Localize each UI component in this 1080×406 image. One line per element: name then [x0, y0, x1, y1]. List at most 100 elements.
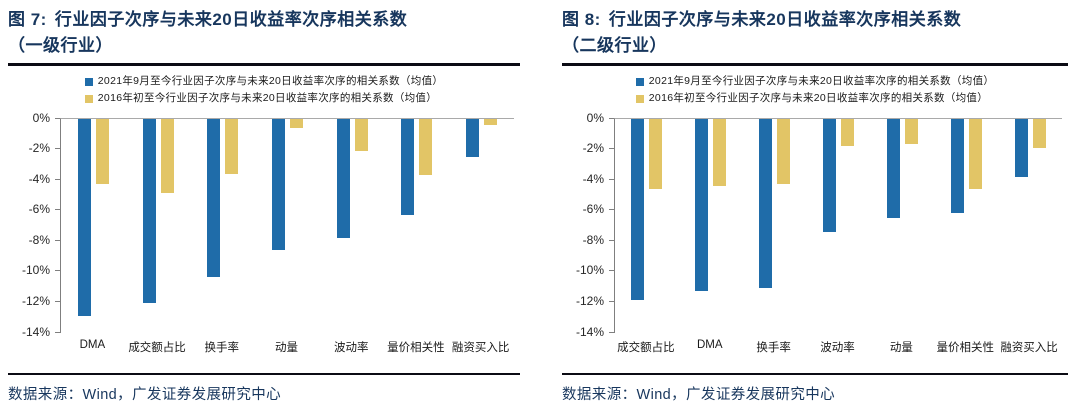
title-divider — [8, 63, 520, 66]
bar-blue-2 — [759, 118, 773, 289]
bar-chart-figure-7: 0% -2% -4% -6% -8% -10% -12% -14% DMA 成交额占比 换手率 动量… — [8, 110, 520, 362]
bar-gold-0 — [95, 118, 109, 185]
y-tick-mark — [55, 117, 60, 119]
y-tick-mark — [609, 239, 614, 241]
x-axis-labels: 成交额占比 DMA 换手率 波动率 动量 量价相关性 融资买入比 — [614, 339, 1062, 357]
bar-gold-4 — [354, 118, 368, 151]
y-tick-label: -8% — [28, 232, 50, 247]
source-divider — [562, 372, 1068, 375]
y-tick-label: -4% — [582, 171, 604, 186]
x-category-label: 波动率 — [820, 341, 855, 354]
y-tick-mark — [55, 270, 60, 272]
bar-blue-4 — [336, 118, 350, 238]
y-tick-label: -8% — [582, 232, 604, 247]
x-category-label: 动量 — [275, 341, 298, 354]
bar-blue-0 — [77, 118, 91, 316]
bar-gold-2 — [777, 118, 791, 185]
chart-legend: 2021年9月至今行业因子次序与未来20日收益率次序的相关系数（均值） 2016… — [8, 73, 520, 108]
bar-gold-0 — [649, 118, 663, 189]
y-tick-mark — [609, 331, 614, 333]
y-tick-mark — [55, 178, 60, 180]
x-category-label: 量价相关性 — [387, 341, 445, 354]
legend-swatch-blue-icon — [635, 77, 644, 86]
bar-gold-5 — [968, 118, 982, 189]
figure-7-title-text: 行业因子次序与未来20日收益率次序相关系数 — [54, 10, 408, 29]
y-tick-mark — [609, 209, 614, 211]
x-category-label: 量价相关性 — [936, 341, 994, 354]
y-tick-label: -6% — [28, 202, 50, 217]
x-axis-labels: DMA 成交额占比 换手率 动量 波动率 量价相关性 融资买入比 — [60, 339, 514, 357]
y-tick-label: -2% — [582, 141, 604, 156]
legend-items: 2021年9月至今行业因子次序与未来20日收益率次序的相关系数（均值） 2016… — [635, 73, 995, 107]
x-category-label: 成交额占比 — [128, 341, 186, 354]
plot-area — [614, 117, 1062, 333]
y-tick-label: -12% — [21, 293, 50, 308]
bar-blue-1 — [142, 118, 156, 304]
legend-label: 2016年初至今行业因子次序与未来20日收益率次序的相关系数（均值） — [97, 92, 438, 104]
figure-7-title: 图 7: 行业因子次序与未来20日收益率次序相关系数 — [8, 7, 520, 33]
bar-blue-6 — [1014, 118, 1028, 177]
figure-8-title-text: 行业因子次序与未来20日收益率次序相关系数 — [608, 10, 962, 29]
y-tick-label: 0% — [586, 110, 604, 125]
bar-blue-1 — [695, 118, 709, 292]
legend-label: 2016年初至今行业因子次序与未来20日收益率次序的相关系数（均值） — [648, 92, 989, 104]
legend-label: 2021年9月至今行业因子次序与未来20日收益率次序的相关系数（均值） — [97, 75, 444, 87]
y-tick-mark — [609, 270, 614, 272]
y-tick-mark — [609, 178, 614, 180]
x-category-label: DMA — [79, 338, 106, 351]
y-tick-label: -14% — [21, 324, 50, 339]
y-tick-label: -10% — [21, 263, 50, 278]
bar-blue-2 — [207, 118, 221, 278]
figure-8-subtitle: （二级行业） — [562, 35, 667, 55]
chart-legend: 2021年9月至今行业因子次序与未来20日收益率次序的相关系数（均值） 2016… — [562, 73, 1068, 108]
plot-area — [60, 117, 514, 333]
bar-gold-3 — [841, 118, 854, 146]
figure-7-subtitle: （一级行业） — [8, 35, 113, 55]
y-tick-label: -6% — [582, 202, 604, 217]
y-tick-label: -10% — [575, 263, 604, 278]
y-tick-mark — [55, 300, 60, 302]
bar-blue-5 — [950, 118, 964, 214]
y-tick-mark — [55, 239, 60, 241]
bar-gold-5 — [419, 118, 433, 176]
x-category-label: 换手率 — [756, 341, 791, 354]
figure-8-panel: 图 8: 行业因子次序与未来20日收益率次序相关系数 （二级行业） 2021年9月… — [540, 0, 1080, 406]
bar-chart-figure-8: 0% -2% -4% -6% -8% -10% -12% -14% 成交额占比 DMA 换手率 波动… — [562, 110, 1068, 362]
y-axis: 0% -2% -4% -6% -8% -10% -12% -14% — [562, 111, 614, 339]
title-divider — [562, 63, 1068, 66]
x-category-label: 动量 — [889, 341, 913, 354]
y-tick-mark — [55, 148, 60, 150]
x-category-label: 融资买入比 — [1000, 341, 1058, 354]
figure-8-label: 图 8: — [562, 10, 601, 29]
y-tick-label: 0% — [32, 110, 50, 125]
x-category-label: 波动率 — [333, 341, 369, 354]
y-tick-mark — [609, 148, 614, 150]
legend-item-2016: 2016年初至今行业因子次序与未来20日收益率次序的相关系数（均值） — [84, 90, 443, 107]
bar-blue-5 — [401, 118, 415, 215]
figure-7-panel: 图 7: 行业因子次序与未来20日收益率次序相关系数 （一级行业） 2021年9月… — [8, 7, 520, 403]
legend-item-2016: 2016年初至今行业因子次序与未来20日收益率次序的相关系数（均值） — [635, 90, 994, 107]
y-tick-mark — [55, 331, 60, 333]
legend-item-2021: 2021年9月至今行业因子次序与未来20日收益率次序的相关系数（均值） — [84, 73, 444, 90]
legend-swatch-gold-icon — [635, 94, 644, 103]
y-tick-mark — [55, 209, 60, 211]
figure-7-label: 图 7: — [8, 10, 47, 29]
legend-swatch-gold-icon — [84, 94, 93, 103]
bar-gold-6 — [1032, 118, 1046, 148]
bar-gold-2 — [225, 118, 239, 174]
x-category-label: 融资买入比 — [451, 341, 510, 354]
legend-item-2021: 2021年9月至今行业因子次序与未来20日收益率次序的相关系数（均值） — [635, 73, 995, 90]
figure-8-title: 图 8: 行业因子次序与未来20日收益率次序相关系数 — [562, 7, 1068, 33]
bar-gold-1 — [713, 118, 727, 186]
bar-blue-6 — [466, 118, 480, 157]
bar-blue-4 — [886, 118, 900, 218]
legend-label: 2021年9月至今行业因子次序与未来20日收益率次序的相关系数（均值） — [648, 75, 995, 87]
source-note: 数据来源：Wind，广发证券发展研究中心 — [562, 386, 836, 403]
bar-blue-3 — [272, 118, 285, 250]
legend-swatch-blue-icon — [84, 77, 93, 86]
x-category-label: 换手率 — [204, 341, 240, 354]
bar-gold-1 — [160, 118, 174, 194]
bar-blue-3 — [823, 118, 836, 232]
y-tick-mark — [609, 300, 614, 302]
